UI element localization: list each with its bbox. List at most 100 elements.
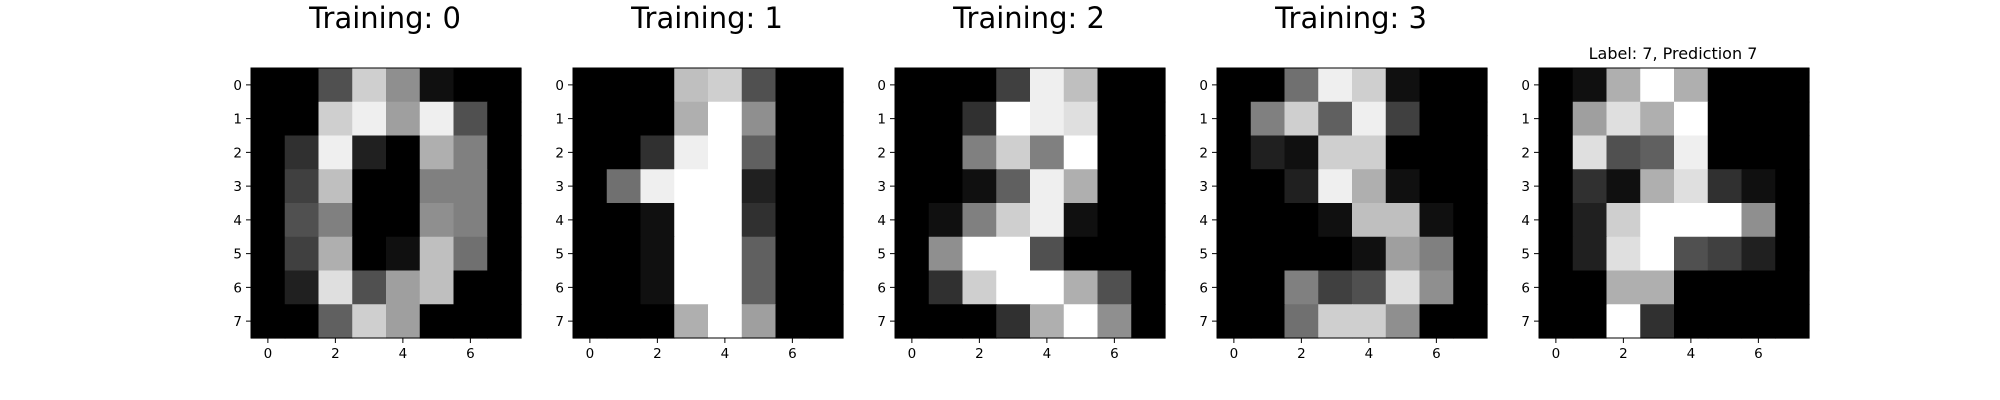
- pixel-cell: [1250, 236, 1286, 272]
- pixel-cell: [1572, 101, 1608, 137]
- x-tick-label: 4: [1043, 346, 1052, 362]
- x-tick-label: 6: [1432, 346, 1441, 362]
- y-tick-label: 7: [555, 314, 564, 330]
- pixel-cell: [386, 169, 421, 204]
- pixel-cell: [1606, 270, 1641, 305]
- y-tick-label: 2: [555, 145, 564, 161]
- pixel-cell: [1131, 203, 1166, 238]
- pixel-cell: [1707, 203, 1743, 238]
- pixel-cell: [573, 135, 608, 170]
- pixel-cell: [1352, 169, 1387, 204]
- pixel-cell: [928, 304, 964, 339]
- pixel-cell: [775, 203, 810, 238]
- x-tick-label: 4: [399, 346, 408, 362]
- pixel-cell: [895, 203, 930, 238]
- pixel-cell: [1419, 270, 1454, 305]
- pixel-cell: [1707, 135, 1743, 170]
- pixel-cell: [1539, 236, 1574, 272]
- pixel-cell: [1097, 68, 1132, 103]
- y-tick-label: 2: [1199, 145, 1208, 161]
- pixel-cell: [1539, 203, 1574, 238]
- pixel-cell: [640, 135, 675, 170]
- pixel-cell: [674, 304, 709, 339]
- pixel-cell: [928, 203, 964, 238]
- pixel-cell: [1250, 270, 1286, 305]
- pixel-cell: [809, 169, 844, 204]
- pixel-cell: [251, 101, 286, 137]
- pixel-cell: [962, 135, 997, 170]
- pixel-cell: [1572, 270, 1608, 305]
- pixel-cell: [996, 203, 1031, 238]
- pixel-cell: [352, 203, 387, 238]
- pixel-cell: [1284, 68, 1319, 103]
- pixel-cell: [1606, 101, 1641, 137]
- pixel-cell: [996, 169, 1031, 204]
- panel-1-grid: 0 2 4 6 0 1 2 3 4 5 6 7: [555, 67, 844, 362]
- pixel-cell: [1284, 203, 1319, 238]
- pixel-cell: [1640, 304, 1675, 339]
- pixel-cell: [1775, 203, 1810, 238]
- pixel-cell: [1097, 304, 1132, 339]
- pixel-cell: [962, 101, 997, 137]
- pixel-cell: [1606, 304, 1641, 339]
- pixel-cell: [1741, 203, 1776, 238]
- pixel-cell: [996, 135, 1031, 170]
- pixel-cell: [1063, 169, 1099, 204]
- pixel-cell: [1453, 236, 1488, 272]
- pixel-cell: [487, 304, 522, 339]
- pixel-cell: [741, 304, 777, 339]
- pixel-cell: [318, 236, 353, 272]
- pixel-cell: [895, 304, 930, 339]
- y-tick-label: 2: [1521, 145, 1530, 161]
- pixel-cell: [1674, 68, 1709, 103]
- pixel-cell: [741, 236, 777, 272]
- pixel-cell: [1419, 68, 1454, 103]
- pixel-cell: [251, 304, 286, 339]
- pixel-cell: [1640, 169, 1675, 204]
- pixel-cell: [453, 135, 488, 170]
- x-tick-label: 2: [653, 346, 662, 362]
- pixel-cell: [1419, 135, 1454, 170]
- y-tick-label: 5: [877, 247, 886, 263]
- y-tick-label: 3: [1199, 179, 1208, 195]
- pixel-cell: [1131, 68, 1166, 103]
- pixel-cell: [1063, 270, 1099, 305]
- pixel-cell: [741, 135, 777, 170]
- pixel-cell: [1063, 236, 1099, 272]
- x-tick-label: 0: [908, 346, 917, 362]
- pixel-cell: [318, 135, 353, 170]
- y-tick-label: 5: [1521, 247, 1530, 263]
- pixel-cell: [1217, 68, 1252, 103]
- pixel-cell: [1640, 203, 1675, 238]
- pixel-cell: [573, 236, 608, 272]
- pixel-cell: [640, 68, 675, 103]
- pixel-cell: [284, 270, 320, 305]
- pixel-cell: [1453, 101, 1488, 137]
- pixel-cell: [1385, 169, 1421, 204]
- pixel-cell: [1352, 135, 1387, 170]
- pixel-cell: [453, 236, 488, 272]
- y-tick-label: 4: [1199, 213, 1208, 229]
- pixel-cell: [1674, 203, 1709, 238]
- pixel-cell: [487, 270, 522, 305]
- pixel-cell: [1707, 169, 1743, 204]
- pixel-cell: [1063, 203, 1099, 238]
- pixel-cell: [809, 270, 844, 305]
- pixel-cell: [606, 236, 642, 272]
- pixel-cell: [775, 169, 810, 204]
- pixel-cell: [1284, 101, 1319, 137]
- pixel-cell: [386, 68, 421, 103]
- pixel-cell: [674, 270, 709, 305]
- pixel-cell: [1097, 169, 1132, 204]
- pixel-cell: [1030, 135, 1065, 170]
- y-tick-label: 0: [233, 78, 242, 94]
- pixel-cell: [573, 203, 608, 238]
- pixel-cell: [1640, 68, 1675, 103]
- pixel-cell: [1217, 203, 1252, 238]
- pixel-cell: [1250, 203, 1286, 238]
- pixel-cell: [1318, 236, 1353, 272]
- pixel-cell: [386, 135, 421, 170]
- pixel-cell: [1539, 270, 1574, 305]
- pixel-cell: [708, 203, 743, 238]
- pixel-cell: [674, 203, 709, 238]
